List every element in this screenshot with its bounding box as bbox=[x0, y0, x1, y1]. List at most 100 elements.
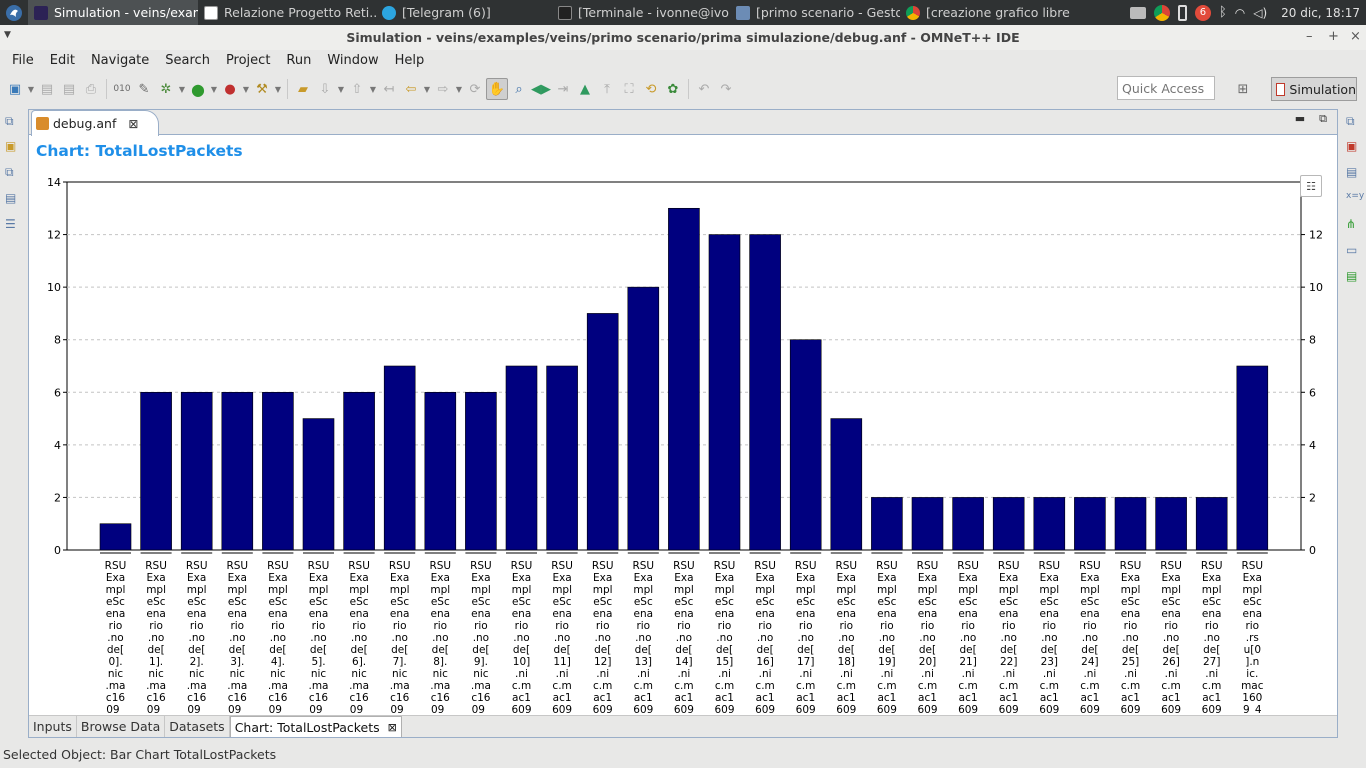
last-edit-icon[interactable]: ↤ bbox=[383, 81, 395, 97]
taskbar-item-chrome[interactable]: [creazione grafico libre c... bbox=[900, 0, 1072, 25]
module-hierarchy-icon[interactable]: ▣ bbox=[1346, 139, 1358, 153]
object-inspector-icon[interactable]: ▤ bbox=[1346, 165, 1358, 179]
bar bbox=[627, 286, 660, 551]
close-tab-icon[interactable]: ⊠ bbox=[128, 116, 139, 131]
restore-icon[interactable]: ⧉ bbox=[5, 114, 14, 128]
properties-view-icon[interactable]: ▤ bbox=[5, 191, 17, 205]
volume-icon[interactable]: ◁) bbox=[1253, 5, 1268, 20]
parameters-icon[interactable]: x=y bbox=[1346, 191, 1365, 201]
undo-icon[interactable]: ↶ bbox=[698, 81, 710, 97]
menu-window[interactable]: Window bbox=[327, 52, 379, 68]
bluetooth-icon[interactable]: ᛒ bbox=[1218, 5, 1227, 20]
menu-edit[interactable]: Edit bbox=[49, 52, 75, 68]
run-icon[interactable]: ● bbox=[191, 79, 205, 99]
menu-file[interactable]: File bbox=[12, 52, 34, 68]
minimize-view-icon[interactable]: ▬ bbox=[1294, 112, 1306, 125]
zoom-horizontal-icon[interactable]: ◀▶ bbox=[531, 81, 551, 97]
redo-icon[interactable]: ↷ bbox=[720, 81, 732, 97]
chrome-tray-icon[interactable] bbox=[1153, 4, 1170, 21]
chevron-down-icon[interactable]: ▼ bbox=[455, 84, 463, 94]
save-icon[interactable]: ▤ bbox=[40, 81, 54, 97]
editor-tab-debug-anf[interactable]: debug.anf ⊠ bbox=[31, 110, 159, 136]
y-tick-label: 2 bbox=[54, 491, 61, 504]
tab-inputs[interactable]: Inputs bbox=[29, 716, 77, 737]
chevron-down-icon[interactable]: ▼ bbox=[210, 84, 218, 94]
fit-vertical-icon[interactable]: ⤒ bbox=[604, 81, 610, 97]
project-explorer-icon[interactable]: ▣ bbox=[5, 139, 17, 153]
window-menu-icon[interactable]: ▼ bbox=[4, 30, 11, 40]
chart-heading: Chart: TotalLostPackets bbox=[36, 142, 243, 160]
new-wizard-icon[interactable]: ▣ bbox=[8, 81, 22, 97]
menu-bar: File Edit Navigate Search Project Run Wi… bbox=[0, 50, 1366, 70]
print-icon[interactable]: ⎙ bbox=[85, 81, 97, 97]
tab-browse-data[interactable]: Browse Data bbox=[77, 716, 166, 737]
chevron-down-icon[interactable]: ▼ bbox=[274, 84, 282, 94]
zoom-fit-icon[interactable]: ⛶ bbox=[624, 81, 634, 97]
battery-icon[interactable] bbox=[1177, 4, 1187, 21]
restore-icon[interactable]: ⧉ bbox=[5, 165, 14, 179]
forward-icon[interactable]: ⇨ bbox=[437, 81, 449, 97]
bar bbox=[424, 391, 457, 551]
menu-navigate[interactable]: Navigate bbox=[90, 52, 150, 68]
edit-file-icon[interactable]: ✎ bbox=[138, 81, 150, 97]
open-perspective-icon[interactable]: ⊞ bbox=[1237, 81, 1249, 97]
chevron-down-icon[interactable]: ▼ bbox=[242, 84, 250, 94]
maximize-view-icon[interactable]: ⧉ bbox=[1319, 112, 1327, 125]
chevron-down-icon[interactable]: ▼ bbox=[337, 84, 345, 94]
tab-datasets[interactable]: Datasets bbox=[165, 716, 230, 737]
wifi-icon[interactable]: ◠ bbox=[1234, 5, 1246, 20]
category-label: RSUExampleScenario.node[12].nic.mac1609_… bbox=[592, 560, 614, 714]
notification-badge[interactable]: 6 bbox=[1194, 4, 1211, 21]
chevron-down-icon[interactable]: ▼ bbox=[369, 84, 377, 94]
refresh-icon[interactable]: ⟳ bbox=[469, 81, 481, 97]
quick-access-input[interactable] bbox=[1117, 76, 1215, 100]
zoom-vertical-icon[interactable]: ▲ bbox=[580, 81, 590, 97]
open-folder-icon[interactable]: ▰ bbox=[298, 81, 308, 97]
event-log-icon[interactable]: ▤ bbox=[1346, 269, 1358, 283]
category-label: RSUExampleScenario.node[20].nic.mac1609_… bbox=[917, 560, 939, 714]
console-icon[interactable]: ▭ bbox=[1346, 243, 1358, 257]
network-icon[interactable]: ⋔ bbox=[1346, 217, 1357, 231]
back-icon[interactable]: ⇦ bbox=[405, 81, 417, 97]
profile-icon[interactable]: ● bbox=[224, 81, 236, 97]
pan-hand-icon[interactable]: ✋ bbox=[486, 78, 508, 100]
debug-icon[interactable]: ✲ bbox=[160, 81, 172, 97]
maximize-button[interactable]: + bbox=[1328, 29, 1339, 44]
bar-chart[interactable]: 0 0 2 2 4 4 6 6 8 8 10 10 12 12 14 RSU Exa mpl eSc ena rio .n… bbox=[29, 138, 1337, 714]
clock[interactable]: 20 dic, 18:17 bbox=[1281, 5, 1360, 20]
close-tab-icon[interactable]: ⊠ bbox=[387, 720, 397, 734]
prev-annotation-icon[interactable]: ⇧ bbox=[351, 81, 363, 97]
minimize-button[interactable]: – bbox=[1306, 29, 1313, 44]
taskbar-item-telegram[interactable]: [Telegram (6)] bbox=[376, 0, 552, 25]
chevron-down-icon[interactable]: ▼ bbox=[423, 84, 431, 94]
zoom-icon[interactable]: ⌕ bbox=[515, 81, 523, 97]
folder-tray-icon[interactable] bbox=[1129, 6, 1146, 19]
close-window-button[interactable]: × bbox=[1350, 29, 1361, 44]
menu-search[interactable]: Search bbox=[165, 52, 210, 68]
taskbar-item-terminal[interactable]: [Terminale - ivonne@ivo... bbox=[552, 0, 730, 25]
refresh-chart-icon[interactable]: ⟲ bbox=[645, 81, 657, 97]
menu-project[interactable]: Project bbox=[225, 52, 271, 68]
menu-run[interactable]: Run bbox=[286, 52, 312, 68]
chevron-down-icon[interactable]: ▼ bbox=[27, 84, 35, 94]
chevron-down-icon[interactable]: ▼ bbox=[178, 84, 186, 94]
tools-icon[interactable]: ⚒ bbox=[256, 81, 268, 97]
save-all-icon[interactable]: ▤ bbox=[62, 81, 76, 97]
y-tick-label: 12 bbox=[47, 229, 61, 242]
tab-chart-totallostpackets[interactable]: Chart: TotalLostPackets ⊠ bbox=[229, 716, 402, 737]
binary-icon[interactable]: 010 bbox=[113, 84, 131, 94]
chart-properties-icon[interactable]: ✿ bbox=[667, 81, 679, 97]
simulation-perspective-button[interactable]: Simulation bbox=[1271, 77, 1357, 101]
legend-toggle-button[interactable]: ☷ bbox=[1300, 175, 1322, 197]
taskbar-item-document[interactable]: Relazione Progetto Reti... bbox=[198, 0, 376, 25]
start-menu-icon[interactable] bbox=[0, 0, 28, 25]
bar bbox=[668, 207, 700, 551]
restore-icon[interactable]: ⧉ bbox=[1346, 114, 1355, 128]
taskbar-item-file-manager[interactable]: [primo scenario - Gestor... bbox=[730, 0, 900, 25]
taskbar-item-eclipse[interactable]: Simulation - veins/exam... bbox=[28, 0, 198, 25]
menu-help[interactable]: Help bbox=[394, 52, 425, 68]
next-annotation-icon[interactable]: ⇩ bbox=[319, 81, 331, 97]
outline-view-icon[interactable]: ☰ bbox=[5, 217, 16, 231]
fit-horizontal-icon[interactable]: ⇥ bbox=[557, 81, 569, 97]
